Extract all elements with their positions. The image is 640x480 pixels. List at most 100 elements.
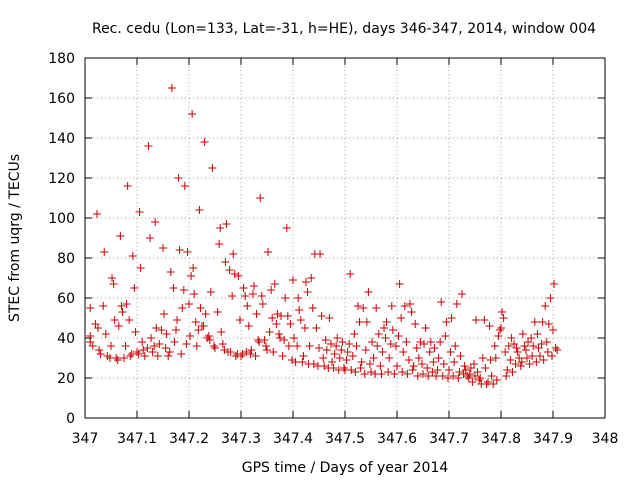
data-point: [441, 332, 450, 340]
data-point: [263, 346, 271, 354]
y-tick-label: 80: [57, 251, 75, 267]
data-point: [469, 360, 478, 368]
data-point: [192, 342, 201, 350]
data-point: [322, 346, 331, 354]
data-point: [114, 322, 123, 330]
data-point: [449, 372, 458, 380]
data-point: [511, 360, 520, 368]
data-point: [239, 284, 248, 292]
data-point: [433, 366, 442, 374]
data-point: [406, 300, 414, 308]
data-point: [238, 350, 247, 358]
data-point: [144, 142, 153, 150]
data-point: [237, 352, 245, 360]
data-point: [243, 302, 252, 310]
data-point: [264, 248, 273, 256]
data-point: [312, 324, 321, 332]
data-point: [456, 352, 465, 360]
data-point: [360, 370, 369, 378]
data-point: [287, 356, 296, 364]
data-point: [147, 334, 156, 342]
data-point: [397, 314, 406, 322]
data-point: [294, 294, 303, 302]
data-point: [218, 340, 227, 348]
y-tick-label: 20: [57, 371, 75, 387]
data-point: [257, 292, 266, 300]
data-point: [195, 206, 204, 214]
y-tick-label: 60: [57, 291, 75, 307]
x-tick-label: 347.5: [325, 431, 365, 447]
data-point: [429, 358, 438, 366]
data-point: [368, 338, 377, 346]
data-point: [544, 320, 553, 328]
x-axis-label: GPS time / Days of year 2014: [242, 460, 449, 476]
data-point: [118, 308, 127, 316]
data-point: [537, 340, 546, 348]
data-point: [265, 328, 274, 336]
data-point: [180, 182, 189, 190]
data-point: [303, 288, 312, 296]
data-point: [391, 342, 400, 350]
data-point: [446, 348, 455, 356]
data-point: [291, 358, 300, 366]
data-point: [159, 244, 167, 252]
data-point: [345, 340, 354, 348]
data-point: [215, 240, 224, 248]
data-point: [250, 282, 258, 290]
data-point: [216, 224, 225, 232]
data-point: [432, 372, 440, 380]
data-point: [278, 352, 287, 360]
data-point: [205, 336, 214, 344]
data-point: [307, 274, 316, 282]
x-tick-label: 347.6: [377, 431, 417, 447]
data-point: [333, 334, 342, 342]
data-point: [513, 348, 522, 356]
data-point: [541, 302, 550, 310]
data-point: [260, 336, 269, 344]
data-point: [269, 348, 278, 356]
data-point: [295, 306, 304, 314]
data-point: [338, 338, 347, 346]
data-point: [289, 276, 297, 284]
data-point: [230, 270, 239, 278]
data-point: [355, 318, 364, 326]
data-point: [442, 318, 451, 326]
data-point: [152, 324, 161, 332]
data-point: [177, 350, 186, 358]
data-point: [378, 348, 387, 356]
x-tick-label: 347: [72, 431, 99, 447]
data-point: [329, 364, 338, 372]
data-point: [490, 342, 499, 350]
y-tick-label: 100: [48, 211, 75, 227]
data-point: [486, 356, 495, 364]
data-point: [165, 348, 174, 356]
data-point: [491, 354, 500, 362]
data-point: [112, 354, 121, 362]
data-point: [413, 372, 422, 380]
data-point: [529, 342, 538, 350]
data-point: [108, 274, 117, 282]
data-point: [99, 302, 108, 310]
data-point: [518, 330, 527, 338]
data-point: [367, 368, 375, 376]
data-point: [369, 354, 378, 362]
data-point: [138, 338, 147, 346]
data-point: [308, 304, 317, 312]
data-point: [242, 348, 251, 356]
data-point: [293, 342, 302, 350]
data-point: [506, 356, 515, 364]
data-point: [92, 210, 101, 218]
data-point: [445, 366, 453, 374]
data-point: [302, 278, 310, 286]
data-point: [376, 362, 385, 370]
data-point: [234, 272, 243, 280]
data-point: [300, 324, 309, 332]
data-point: [354, 302, 362, 310]
data-point: [372, 304, 381, 312]
data-point: [220, 346, 229, 354]
data-points: [86, 84, 562, 388]
data-point: [128, 252, 137, 260]
data-point: [196, 304, 205, 312]
data-point: [385, 354, 394, 362]
